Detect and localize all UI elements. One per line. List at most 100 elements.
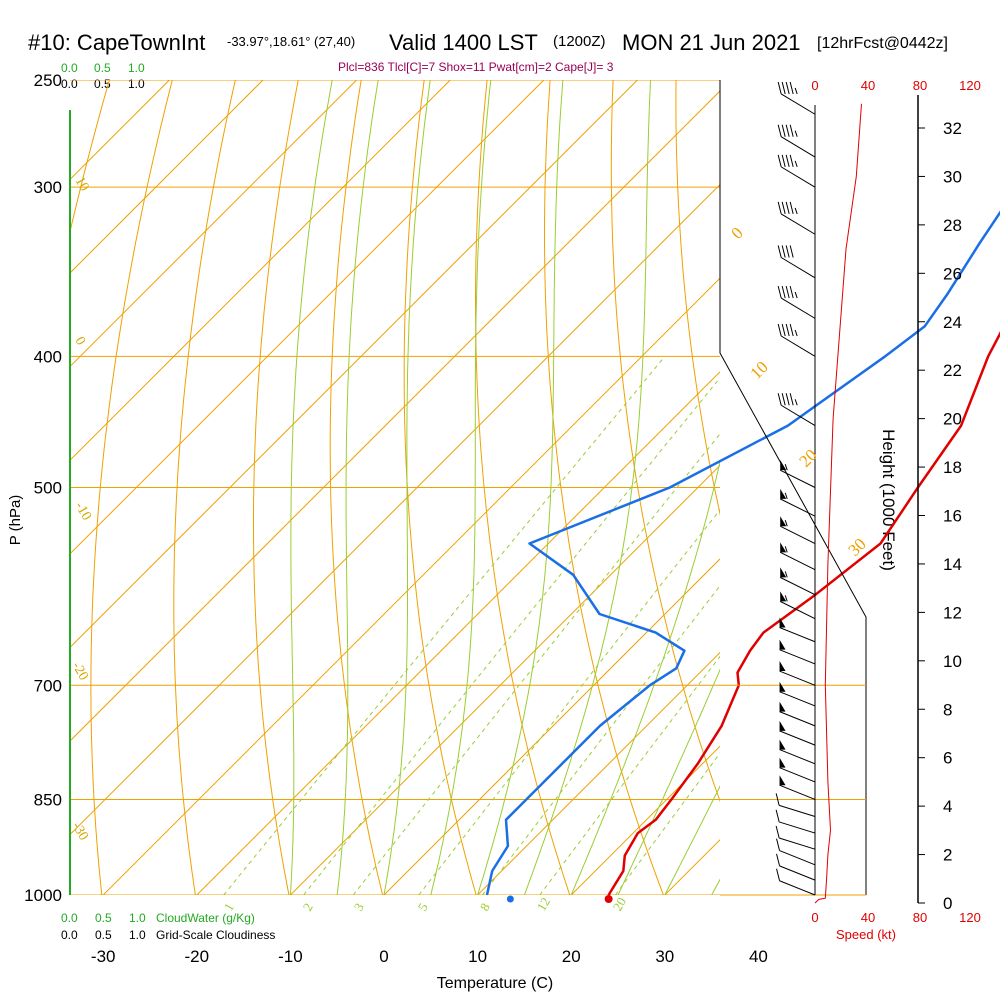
valid-date: MON 21 Jun 2021 xyxy=(622,30,801,55)
wind-barb xyxy=(777,393,816,426)
temperature-tick: 30 xyxy=(655,947,674,966)
isotherm xyxy=(70,80,264,274)
wind-speed-profile xyxy=(814,103,862,904)
wind-barb xyxy=(776,868,816,896)
speed-tick-bottom: 0 xyxy=(811,910,818,925)
height-tick: 22 xyxy=(943,361,962,380)
dry-adiabat-label: -10 xyxy=(72,500,94,524)
wind-barb xyxy=(777,323,816,357)
mixing-ratio-label: 12 xyxy=(534,895,553,914)
cloud-water-scale-0: 0.0 xyxy=(61,911,78,925)
cloud-scale-top-1: 0.5 xyxy=(94,61,111,75)
pressure-tick: 850 xyxy=(34,790,62,809)
wind-barb xyxy=(777,154,816,188)
isotherm xyxy=(70,183,720,836)
isotherm xyxy=(196,371,720,895)
dry-adiabat xyxy=(802,80,1000,895)
wind-barb xyxy=(780,591,816,620)
moist-adiabat xyxy=(523,80,652,895)
background-grid xyxy=(70,80,1000,895)
speed-tick-top: 40 xyxy=(861,78,875,93)
mixing-ratio-label: 3 xyxy=(351,900,367,913)
wind-barb xyxy=(779,739,816,765)
dry-adiabat-label: 0 xyxy=(72,335,88,349)
wind-barb xyxy=(779,617,816,643)
height-tick: 28 xyxy=(943,216,962,235)
speed-tick-top: 80 xyxy=(913,78,927,93)
wind-barb xyxy=(775,825,816,850)
mixing-ratio-line xyxy=(418,509,720,895)
wind-panel-boundary xyxy=(719,80,867,895)
dry-adiabat xyxy=(928,80,1000,895)
isotherm-label: 10 xyxy=(746,357,771,382)
mixing-ratio-line xyxy=(482,585,720,895)
mixing-ratio-label: 5 xyxy=(415,900,431,913)
pressure-tick: 400 xyxy=(34,347,62,366)
temperature-tick: 40 xyxy=(749,947,768,966)
isotherm xyxy=(102,277,720,895)
speed-tick-bottom: 40 xyxy=(861,910,875,925)
isotherm xyxy=(477,651,720,895)
dry-adiabat xyxy=(329,80,384,895)
speed-tick-bottom: 80 xyxy=(913,910,927,925)
mixing-ratio-line xyxy=(223,355,666,895)
wind-barb xyxy=(777,245,816,279)
isotherm xyxy=(70,80,451,461)
moist-adiabat xyxy=(570,459,720,895)
wind-barb xyxy=(780,516,816,544)
moist-adiabat xyxy=(477,80,564,895)
pressure-tick: 250 xyxy=(34,71,62,90)
dewpoint-profile xyxy=(485,210,1000,896)
height-tick: 24 xyxy=(943,313,962,332)
mixing-ratio-line xyxy=(303,377,720,895)
surface-temperature-marker xyxy=(604,895,613,903)
dry-adiabat xyxy=(610,80,720,803)
height-tick: 32 xyxy=(943,119,962,138)
dry-adiabat-label: -30 xyxy=(69,820,91,844)
wind-barb xyxy=(780,542,816,571)
temperature-tick: 0 xyxy=(379,947,388,966)
wind-barb xyxy=(779,681,816,707)
pressure-tick: 300 xyxy=(34,178,62,197)
height-tick: 12 xyxy=(943,603,962,622)
isotherm-label: 20 xyxy=(795,445,820,470)
sounding-profiles xyxy=(485,210,1000,903)
cloudiness-scale-top-0: 0.0 xyxy=(61,77,78,91)
moist-adiabat xyxy=(383,80,431,895)
height-tick: 8 xyxy=(943,700,952,719)
pressure-tick: 700 xyxy=(34,676,62,695)
cloudiness-label: Grid-Scale Cloudiness xyxy=(156,928,275,942)
height-tick: 0 xyxy=(943,894,952,913)
speed-tick-top: 120 xyxy=(959,78,981,93)
surface-dewpoint-marker xyxy=(506,895,514,903)
moist-adiabat xyxy=(664,785,720,895)
speed-axis-title: Speed (kt) xyxy=(836,927,896,942)
wind-barb xyxy=(779,775,816,800)
cloudiness-scale-top-2: 1.0 xyxy=(128,77,145,91)
station-coords: -33.97°,18.61° (27,40) xyxy=(227,34,355,49)
isotherm xyxy=(70,80,638,649)
cloud-water-scale-1: 0.5 xyxy=(95,911,112,925)
wind-barb xyxy=(775,809,816,834)
wind-barb xyxy=(776,853,816,881)
dry-adiabat-label: -20 xyxy=(69,660,91,684)
moist-adiabat xyxy=(336,80,379,895)
wind-barb xyxy=(779,701,816,727)
wind-barb xyxy=(779,639,816,665)
cloud-water-scale-2: 1.0 xyxy=(129,911,146,925)
valid-time: Valid 1400 LST xyxy=(389,30,538,55)
cloudiness-scale-0: 0.0 xyxy=(61,928,78,942)
isotherm xyxy=(852,80,1000,895)
height-tick: 30 xyxy=(943,167,962,186)
dry-adiabat-label: 10 xyxy=(72,175,92,195)
wind-barb xyxy=(777,201,816,235)
isotherm xyxy=(70,80,357,368)
wind-barb xyxy=(780,488,816,517)
cloudiness-scale-1: 0.5 xyxy=(95,928,112,942)
dry-adiabat xyxy=(90,80,173,895)
pressure-tick: 1000 xyxy=(24,886,62,905)
mixing-ratio-label: 8 xyxy=(477,900,493,913)
mixing-ratio-label: 20 xyxy=(610,895,629,914)
temperature-tick: -10 xyxy=(278,947,303,966)
